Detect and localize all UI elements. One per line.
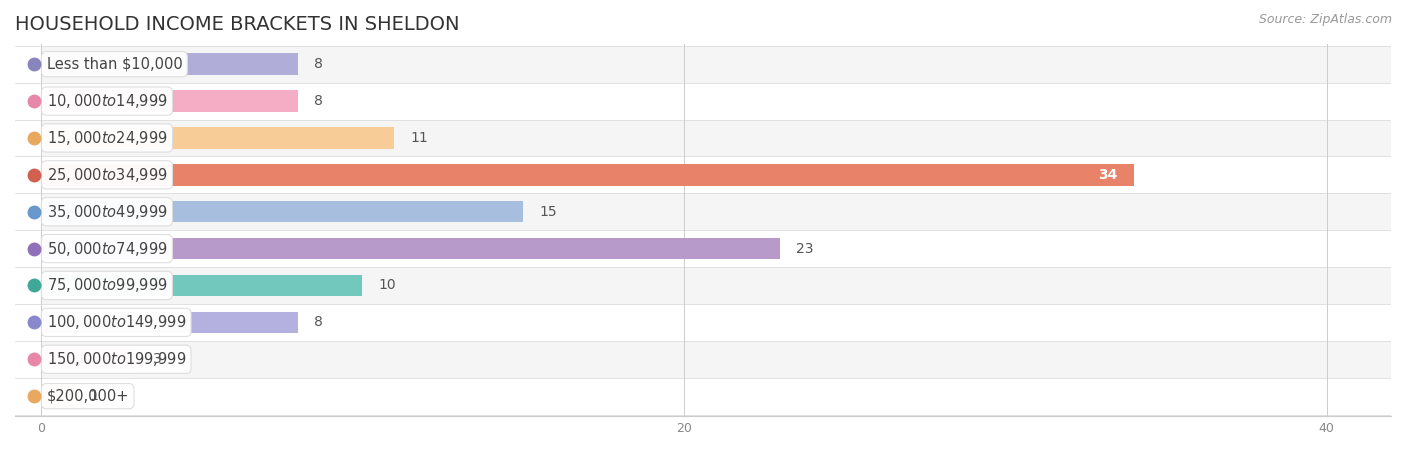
- Text: $15,000 to $24,999: $15,000 to $24,999: [46, 129, 167, 147]
- Text: $200,000+: $200,000+: [46, 389, 129, 404]
- Text: 15: 15: [538, 205, 557, 219]
- Bar: [41, 83, 1391, 120]
- Text: 3: 3: [153, 352, 162, 366]
- Text: 8: 8: [314, 315, 323, 329]
- Text: 8: 8: [314, 94, 323, 108]
- Bar: [41, 275, 363, 296]
- Text: 23: 23: [796, 242, 814, 256]
- Text: 11: 11: [411, 131, 429, 145]
- Bar: [41, 304, 1391, 341]
- Text: $75,000 to $99,999: $75,000 to $99,999: [46, 276, 167, 294]
- Text: $25,000 to $34,999: $25,000 to $34,999: [46, 166, 167, 184]
- Bar: [41, 90, 298, 112]
- Bar: [41, 341, 1391, 378]
- Bar: [41, 157, 1391, 194]
- Text: HOUSEHOLD INCOME BRACKETS IN SHELDON: HOUSEHOLD INCOME BRACKETS IN SHELDON: [15, 15, 460, 34]
- Bar: [41, 54, 298, 75]
- Bar: [41, 127, 394, 148]
- Text: 8: 8: [314, 57, 323, 71]
- Bar: [41, 349, 138, 370]
- Text: Less than $10,000: Less than $10,000: [46, 57, 183, 72]
- Text: 10: 10: [378, 279, 396, 292]
- Bar: [41, 267, 1391, 304]
- Text: 34: 34: [1098, 168, 1118, 182]
- Text: 1: 1: [89, 389, 98, 403]
- Bar: [41, 378, 1391, 414]
- Bar: [41, 312, 298, 333]
- Bar: [41, 164, 1133, 185]
- Text: $150,000 to $199,999: $150,000 to $199,999: [46, 350, 186, 368]
- Bar: [41, 201, 523, 222]
- Bar: [41, 120, 1391, 157]
- Bar: [41, 386, 73, 407]
- Bar: [41, 230, 1391, 267]
- Bar: [41, 194, 1391, 230]
- Text: $100,000 to $149,999: $100,000 to $149,999: [46, 313, 186, 331]
- Text: $10,000 to $14,999: $10,000 to $14,999: [46, 92, 167, 110]
- Text: Source: ZipAtlas.com: Source: ZipAtlas.com: [1258, 14, 1392, 27]
- Text: $50,000 to $74,999: $50,000 to $74,999: [46, 239, 167, 257]
- Text: $35,000 to $49,999: $35,000 to $49,999: [46, 202, 167, 220]
- Bar: [41, 238, 780, 259]
- Bar: [41, 46, 1391, 83]
